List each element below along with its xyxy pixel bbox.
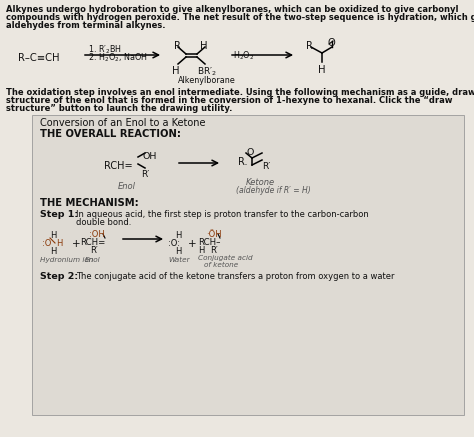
Text: (aldehyde if R′ = H): (aldehyde if R′ = H) [236, 186, 311, 195]
Text: Step 1:: Step 1: [40, 210, 78, 219]
Text: H: H [50, 247, 56, 256]
Text: OH: OH [143, 152, 157, 161]
Text: :O:: :O: [168, 239, 180, 248]
Text: Conversion of an Enol to a Ketone: Conversion of an Enol to a Ketone [40, 118, 206, 128]
Text: RCH–: RCH– [198, 238, 220, 247]
Text: H: H [198, 246, 204, 255]
Text: The oxidation step involves an enol intermediate. Using the following mechanism : The oxidation step involves an enol inte… [6, 88, 474, 97]
Text: Hydronium ion: Hydronium ion [40, 257, 93, 263]
Text: structure of the enol that is formed in the conversion of 1-hexyne to hexanal. C: structure of the enol that is formed in … [6, 96, 453, 105]
Text: :O: :O [42, 239, 51, 248]
Text: 2. H$_2$O$_2$, NaOH: 2. H$_2$O$_2$, NaOH [88, 51, 148, 63]
Text: R–C≡CH: R–C≡CH [18, 53, 60, 63]
Text: Alkynes undergo hydroboration to give alkenylboranes, which can be oxidized to g: Alkynes undergo hydroboration to give al… [6, 5, 458, 14]
Text: RCH=: RCH= [80, 238, 105, 247]
Text: H: H [200, 41, 208, 51]
Text: +: + [72, 239, 81, 249]
Text: Enol: Enol [85, 257, 100, 263]
Text: H: H [175, 231, 182, 240]
Text: THE MECHANISM:: THE MECHANISM: [40, 198, 139, 208]
Text: Conjugate acid: Conjugate acid [198, 255, 253, 261]
Text: O: O [247, 148, 255, 157]
Text: Enol: Enol [118, 182, 136, 191]
Text: R: R [174, 41, 181, 51]
Text: R.: R. [238, 157, 247, 167]
Text: Alkenylborane: Alkenylborane [178, 76, 236, 85]
Text: R: R [306, 41, 313, 51]
Text: RCH=: RCH= [104, 161, 133, 171]
Text: BR′$_2$: BR′$_2$ [197, 66, 217, 79]
Text: R′: R′ [210, 246, 218, 255]
Text: THE OVERALL REACTION:: THE OVERALL REACTION: [40, 129, 181, 139]
Text: R′: R′ [141, 170, 149, 179]
Text: In aqueous acid, the first step is proton transfer to the carbon-carbon: In aqueous acid, the first step is proto… [76, 210, 369, 219]
Text: compounds with hydrogen peroxide. The net result of the two-step sequence is hyd: compounds with hydrogen peroxide. The ne… [6, 13, 474, 22]
Text: Ketone: Ketone [246, 178, 275, 187]
Text: The conjugate acid of the ketone transfers a proton from oxygen to a water: The conjugate acid of the ketone transfe… [76, 272, 394, 281]
Text: R′: R′ [262, 162, 270, 171]
Text: H: H [172, 66, 180, 76]
Text: structure” button to launch the drawing utility.: structure” button to launch the drawing … [6, 104, 232, 113]
Text: Water: Water [168, 257, 190, 263]
Text: :OH: :OH [89, 230, 105, 239]
Text: Step 2:: Step 2: [40, 272, 78, 281]
FancyBboxPatch shape [32, 115, 464, 415]
Text: double bond.: double bond. [76, 218, 131, 227]
Text: O: O [328, 38, 336, 48]
Text: aldehydes from terminal alkynes.: aldehydes from terminal alkynes. [6, 21, 165, 30]
Text: H: H [175, 247, 182, 256]
Text: R′: R′ [90, 246, 98, 255]
Text: +: + [188, 239, 197, 249]
Text: H: H [318, 65, 326, 75]
Text: H$_2$O$_2$: H$_2$O$_2$ [233, 49, 255, 62]
Text: H: H [50, 231, 56, 240]
Text: H: H [56, 239, 63, 248]
Text: of ketone: of ketone [204, 262, 238, 268]
Text: ·ÖH: ·ÖH [206, 230, 222, 239]
Text: 1. R′$_2$BH: 1. R′$_2$BH [88, 43, 122, 55]
